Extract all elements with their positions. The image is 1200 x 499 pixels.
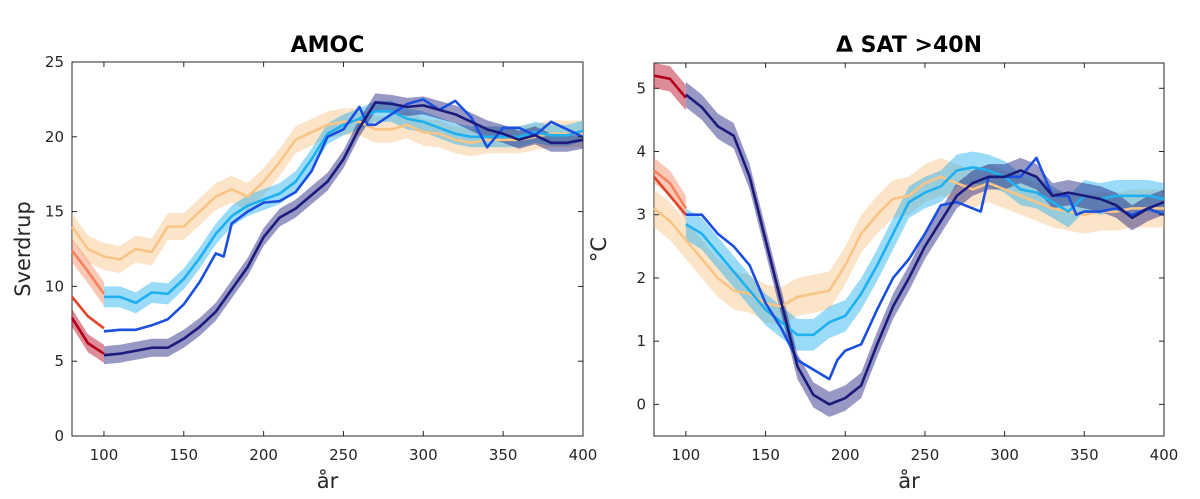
x-tick-label: 400 (1150, 446, 1179, 464)
y-tick-label: 0 (54, 427, 64, 445)
x-tick-label: 100 (672, 446, 701, 464)
series-0-band (654, 157, 1164, 326)
series-2-line (653, 175, 687, 216)
x-tick-label: 300 (409, 446, 438, 464)
x-tick-label: 250 (329, 446, 358, 464)
y-tick-label: 20 (45, 128, 64, 146)
series-1-line (70, 249, 105, 295)
chart-title: AMOC (291, 33, 365, 58)
series-6-line (685, 93, 1165, 406)
chart-amoc: 100 150 200 250 300 350 400 0 5 10 15 20 25 AMOC år Sve… (11, 33, 597, 493)
series-0-line (70, 120, 583, 261)
series-3-band (654, 63, 686, 111)
x-tick-label: 350 (1070, 446, 1099, 464)
series-6-band (685, 81, 1164, 418)
series-5-line (685, 156, 1165, 381)
x-tick-label: 200 (831, 446, 860, 464)
x-tick-label: 250 (911, 446, 940, 464)
x-axis-label: år (317, 468, 339, 493)
series-6-line (103, 101, 584, 357)
y-tick-label: 2 (636, 269, 646, 287)
x-tick-label: 150 (751, 446, 780, 464)
x-tick-label: 350 (489, 446, 518, 464)
series-0-band (72, 108, 583, 273)
series-1-line (653, 169, 687, 210)
y-tick-label: 5 (636, 79, 646, 97)
y-tick-label: 25 (45, 53, 64, 71)
y-tick-label: 0 (636, 395, 646, 413)
y-tick-label: 10 (45, 277, 64, 295)
series-4-band (685, 151, 1164, 351)
chart-sat: 100 150 200 250 300 350 400 0 1 2 3 4 5 Δ SAT >40N år °… (587, 33, 1178, 493)
x-tick-label: 400 (569, 446, 598, 464)
x-tick-label: 100 (90, 446, 119, 464)
series-5-line (103, 98, 584, 333)
y-tick-label: 15 (45, 203, 64, 221)
x-axis-label: år (898, 468, 920, 493)
y-axis-label: Sverdrup (11, 201, 35, 297)
series-6-band (103, 93, 583, 365)
x-tick-label: 150 (169, 446, 198, 464)
x-tick-label: 200 (249, 446, 278, 464)
series-3-line (70, 317, 105, 355)
series-4-line (103, 110, 584, 305)
y-tick-label: 1 (636, 332, 646, 350)
plot-area (653, 62, 1165, 437)
chart-title: Δ SAT >40N (836, 33, 982, 58)
series-2-line (70, 296, 105, 330)
y-tick-label: 5 (54, 352, 64, 370)
y-axis-label: °C (587, 237, 611, 262)
y-tick-label: 3 (636, 206, 646, 224)
y-tick-label: 4 (636, 143, 646, 161)
x-tick-label: 300 (990, 446, 1019, 464)
series-3-line (653, 74, 687, 99)
